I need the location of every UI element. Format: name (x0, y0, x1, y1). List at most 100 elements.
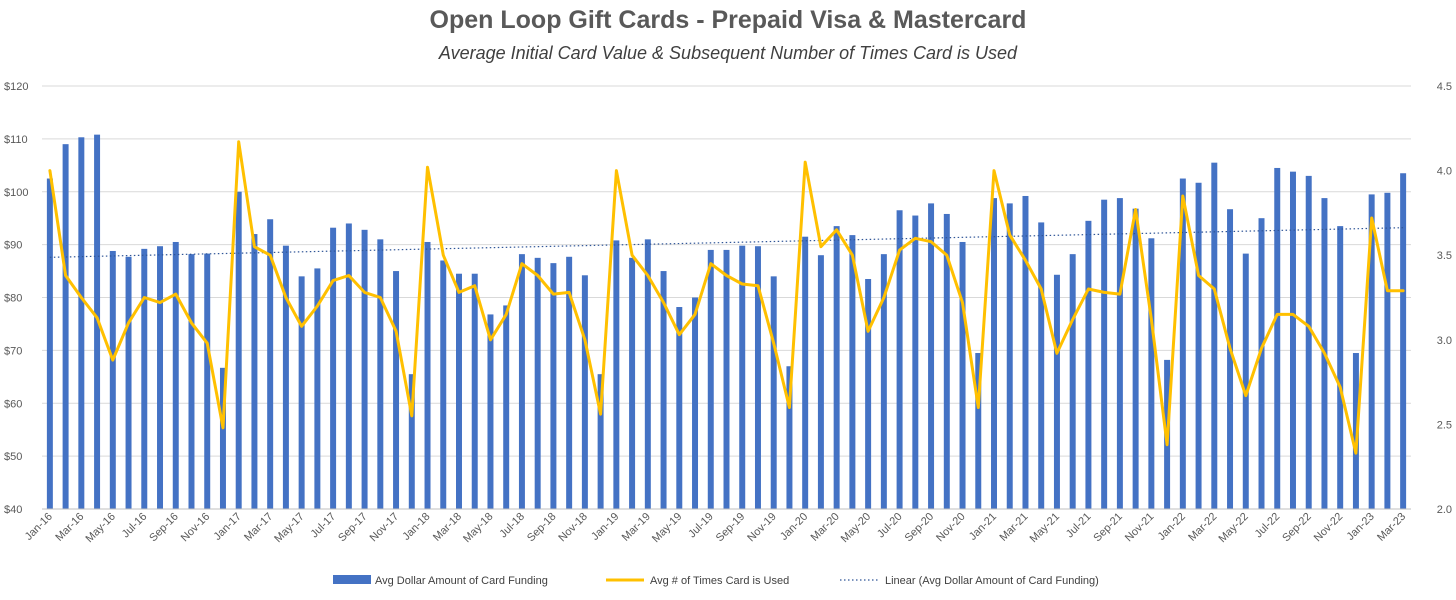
x-tick-label: Mar-20 (809, 511, 842, 544)
bar (62, 144, 69, 509)
bar (723, 249, 730, 509)
bar (345, 223, 352, 509)
x-tick-label: Jan-22 (1156, 511, 1188, 543)
bar (1148, 238, 1155, 509)
bar (676, 307, 683, 509)
y-right-tick-label: 4.0 (1437, 166, 1452, 178)
bar (440, 260, 447, 509)
x-tick-label: Jul-19 (686, 511, 716, 541)
bar (1368, 194, 1375, 510)
bar (865, 278, 872, 509)
x-tick-label: Jan-19 (589, 511, 621, 543)
x-tick-label: Nov-20 (934, 511, 968, 545)
x-tick-label: Nov-16 (179, 511, 213, 545)
bar (471, 273, 478, 509)
x-tick-label: Nov-21 (1123, 511, 1157, 545)
bar (817, 255, 824, 509)
bar (534, 257, 541, 509)
bar (109, 250, 116, 509)
x-tick-label: Jan-17 (212, 511, 244, 543)
x-tick-label: Mar-18 (431, 511, 464, 544)
x-tick-label: Jan-21 (967, 511, 999, 543)
bar (1242, 253, 1249, 509)
bar (833, 226, 840, 509)
x-tick-label: Jan-18 (400, 511, 432, 543)
bar (1006, 203, 1013, 509)
y-right-tick-label: 3.0 (1437, 335, 1452, 347)
chart-title: Open Loop Gift Cards - Prepaid Visa & Ma… (429, 6, 1027, 34)
x-tick-label: Mar-19 (620, 511, 653, 544)
x-tick-label: Mar-23 (1375, 511, 1408, 544)
bar (157, 246, 164, 509)
bar (880, 254, 887, 509)
bar (487, 314, 494, 509)
bar (1400, 173, 1407, 509)
x-tick-label: Jul-17 (309, 511, 339, 541)
bar (959, 241, 966, 509)
bar (78, 137, 85, 509)
x-tick-label: Jan-20 (778, 511, 810, 543)
legend-label-trendline: Linear (Avg Dollar Amount of Card Fundin… (885, 575, 1099, 587)
legend-label-bars: Avg Dollar Amount of Card Funding (375, 575, 548, 587)
x-tick-label: Jul-22 (1253, 511, 1283, 541)
x-tick-label: Jul-16 (120, 511, 150, 541)
bar (377, 239, 384, 509)
bar (660, 271, 667, 509)
bar (754, 246, 761, 509)
bar (330, 227, 337, 509)
bar (1022, 195, 1029, 510)
bar (802, 236, 809, 509)
y-left-tick-label: $60 (4, 398, 22, 410)
bar (770, 276, 777, 509)
bar (1384, 192, 1391, 509)
bar (1085, 220, 1092, 510)
x-tick-label: Mar-21 (997, 511, 1030, 544)
x-tick-label: Jan-23 (1345, 511, 1377, 543)
y-left-tick-label: $110 (4, 134, 28, 146)
x-tick-label: May-21 (1028, 511, 1062, 545)
y-right-tick-label: 4.5 (1437, 81, 1452, 93)
y-left-tick-label: $70 (4, 345, 22, 357)
bar (251, 234, 258, 510)
bar (141, 248, 148, 510)
bar (975, 353, 982, 509)
x-tick-label: May-22 (1216, 511, 1250, 545)
series-line (48, 140, 1405, 455)
bar (408, 374, 415, 509)
bar (361, 229, 368, 509)
bar (424, 241, 431, 509)
bar (991, 198, 997, 509)
bar (314, 268, 321, 509)
bar (1337, 226, 1344, 509)
bar (1274, 167, 1281, 510)
y-right-tick-label: 2.0 (1437, 504, 1452, 516)
x-tick-label: May-17 (272, 511, 306, 545)
y-right-tick-label: 2.5 (1437, 419, 1452, 431)
bar (566, 256, 573, 509)
bar (125, 256, 132, 509)
bar (1116, 198, 1123, 509)
bar (503, 305, 510, 509)
bar (692, 297, 699, 509)
bar (739, 245, 746, 509)
x-tick-label: Jul-21 (1064, 511, 1094, 541)
bar (46, 178, 53, 509)
bar (1069, 254, 1076, 509)
bar (1289, 171, 1296, 509)
x-tick-label: Sep-17 (336, 511, 370, 545)
legend-label-line: Avg # of Times Card is Used (650, 575, 789, 587)
y-left-tick-label: $50 (4, 451, 22, 463)
bar (1227, 209, 1234, 510)
x-tick-label: Jul-18 (497, 511, 527, 541)
bar (1179, 178, 1186, 509)
x-tick-label: Sep-21 (1091, 511, 1125, 545)
x-tick-label: Nov-22 (1312, 511, 1346, 545)
bar (1211, 162, 1218, 509)
bar (644, 239, 651, 509)
bar (912, 215, 919, 509)
x-tick-label: Nov-17 (368, 511, 402, 545)
y-right-tick-label: 3.5 (1437, 250, 1452, 262)
bar (235, 191, 242, 509)
bar (896, 210, 903, 509)
